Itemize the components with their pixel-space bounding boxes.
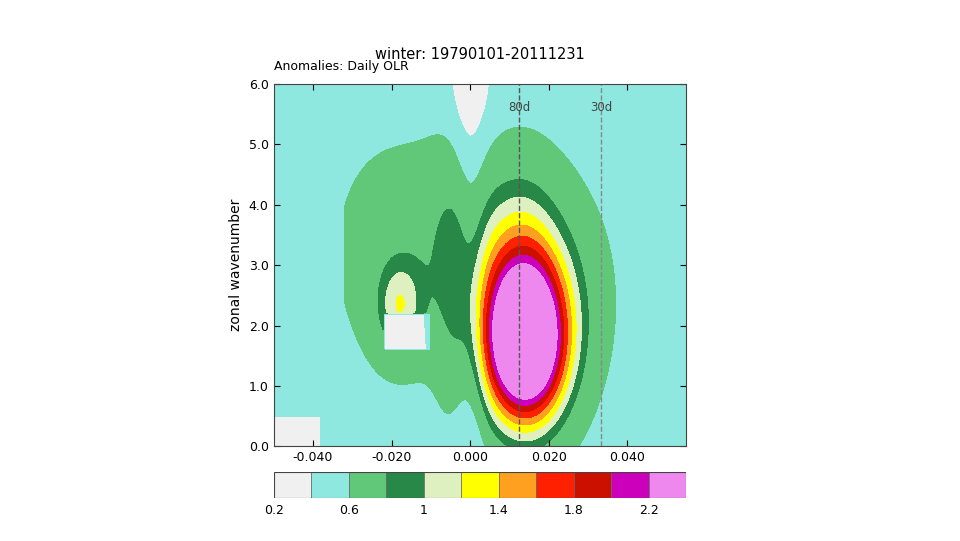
Bar: [461, 472, 499, 498]
Title: winter: 19790101-20111231: winter: 19790101-20111231: [375, 47, 585, 62]
Bar: [649, 472, 686, 498]
Text: 0.6: 0.6: [339, 504, 359, 517]
Bar: [612, 472, 649, 498]
Bar: [311, 472, 348, 498]
Bar: [537, 472, 574, 498]
Text: 1.8: 1.8: [564, 504, 584, 517]
Text: 1: 1: [420, 504, 427, 517]
Y-axis label: zonal wavenumber: zonal wavenumber: [229, 199, 243, 331]
Text: Anomalies: Daily OLR: Anomalies: Daily OLR: [274, 60, 408, 73]
Bar: [274, 472, 311, 498]
Text: 1.4: 1.4: [489, 504, 509, 517]
Bar: [499, 472, 537, 498]
Bar: [574, 472, 612, 498]
Bar: [348, 472, 386, 498]
Text: 80d: 80d: [508, 101, 531, 114]
Bar: [386, 472, 423, 498]
Text: 2.2: 2.2: [639, 504, 659, 517]
Text: 0.2: 0.2: [264, 504, 283, 517]
Bar: [423, 472, 461, 498]
Text: 30d: 30d: [590, 101, 612, 114]
